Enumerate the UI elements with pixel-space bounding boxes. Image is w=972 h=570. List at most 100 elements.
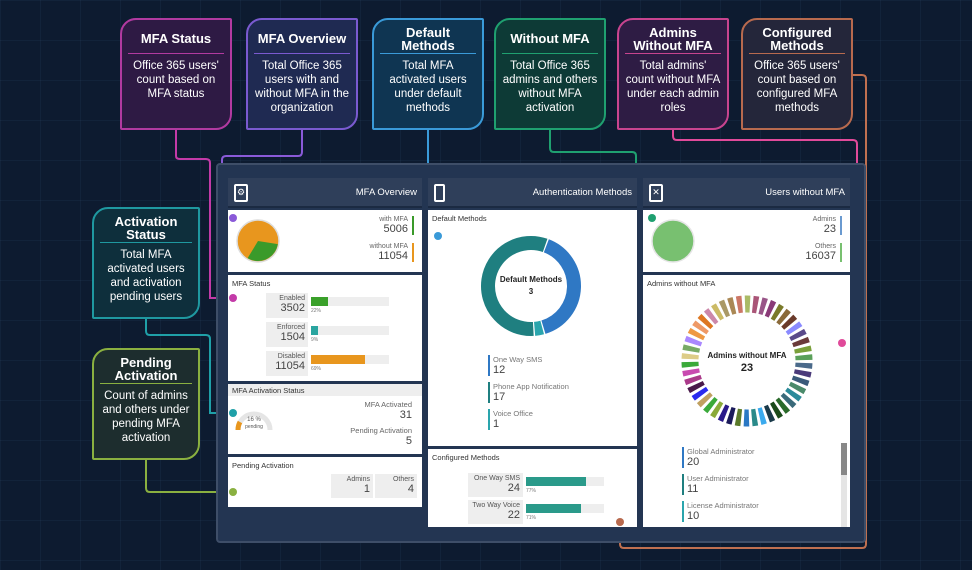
- pie-slice-others: [651, 219, 695, 263]
- admin-role-segment-26: [696, 392, 713, 408]
- pending-admins-value: 1: [363, 483, 370, 495]
- method-label: One Way SMS: [493, 355, 543, 364]
- device-x-icon: ✕: [649, 184, 663, 202]
- mfa-activated-label: MFA Activated: [364, 400, 412, 409]
- configured-percent: 71%: [526, 515, 537, 521]
- method-legend-item: Voice Office 1: [488, 409, 533, 430]
- scrollbar-thumb[interactable]: [841, 443, 847, 475]
- roles-scrollbar[interactable]: [841, 443, 847, 527]
- configured-bar-fill: [526, 504, 582, 513]
- default-method-segment-2: [481, 236, 548, 336]
- callout-activation-status: Activation Status Total MFA activated use…: [92, 207, 200, 319]
- method-value: 17: [493, 391, 506, 403]
- callout-title: Default Methods: [380, 24, 476, 54]
- admins-label: Admins: [812, 216, 836, 223]
- admin-role-segment-12: [788, 381, 807, 395]
- admin-role-segment-13: [785, 387, 802, 402]
- admin-role-segment-22: [726, 406, 736, 425]
- status-percent: 69%: [311, 366, 322, 372]
- pending-others-value: 4: [407, 483, 414, 495]
- mfa-activation-status-card: MFA Activation Status 16 % pending MFA Ac…: [228, 384, 422, 454]
- callout-text: Total Office 365 users with and without …: [255, 60, 349, 114]
- mfa-status-card: MFA Status Enabled 3502 22% Enforced 1504 9% D…: [228, 275, 422, 381]
- admin-role-segment-10: [793, 369, 812, 378]
- activation-status-title: MFA Activation Status: [232, 386, 305, 395]
- callout-title: Admins Without MFA: [625, 24, 721, 54]
- admin-role-segment-28: [687, 380, 705, 394]
- status-bar-fill: [311, 297, 329, 306]
- pending-activation-label: Pending Activation: [350, 426, 412, 435]
- admin-role-segment-24: [710, 401, 724, 419]
- configured-value: 24: [507, 482, 520, 494]
- with-mfa-value: 5006: [383, 223, 408, 235]
- mfa-overview-card: with MFA 5006 without MFA 11054: [228, 210, 422, 272]
- mfa-status-title: MFA Status: [232, 279, 271, 288]
- others-stat: Others 16037: [805, 243, 842, 262]
- pending-others-box: Others 4: [375, 474, 417, 498]
- configured-methods-title: Configured Methods: [432, 453, 500, 462]
- role-label: Global Administrator: [687, 447, 755, 456]
- default-methods-title: Default Methods: [432, 214, 487, 223]
- without-mfa-label: without MFA: [369, 243, 408, 250]
- donut-center-label: Default Methods: [499, 275, 563, 284]
- admin-role-segment-25: [703, 396, 718, 414]
- status-value: 1504: [280, 331, 305, 343]
- role-legend-item[interactable]: User Administrator 11: [682, 474, 749, 495]
- configured-value: 22: [507, 509, 520, 521]
- admins-without-mfa-title: Admins without MFA: [647, 279, 716, 288]
- configured-bar-fill: [526, 477, 587, 486]
- role-legend-item[interactable]: License Administrator 10: [682, 501, 759, 522]
- admin-role-segment-15: [775, 397, 791, 414]
- default-method-segment-0: [541, 239, 581, 334]
- connector-dot-activation-status: [229, 409, 237, 417]
- connector-dot-default-methods: [434, 232, 442, 240]
- callout-text: Office 365 users' count based on configu…: [754, 60, 840, 114]
- status-bar-fill: [311, 355, 365, 364]
- callout-title: Pending Activation: [100, 354, 192, 384]
- admin-role-segment-16: [769, 401, 783, 419]
- admin-role-segment-14: [780, 392, 797, 409]
- admin-role-segment-3: [781, 314, 798, 330]
- admin-role-segment-21: [734, 408, 743, 427]
- pending-admins-box: Admins 1: [331, 474, 373, 498]
- admin-role-segment-45: [758, 297, 768, 316]
- admin-role-segment-1: [770, 303, 784, 321]
- pending-others-label: Others: [392, 476, 414, 483]
- status-bar: [311, 355, 389, 364]
- callout-text: Total MFA activated users and activation…: [107, 249, 185, 303]
- admin-role-segment-23: [717, 404, 730, 422]
- default-methods-card: Default Methods Default Methods 3 One Way…: [428, 210, 637, 446]
- callout-text: Count of admins and others under pending…: [102, 390, 190, 444]
- pending-activation-value: 5: [405, 435, 412, 447]
- donut-center-value: 3: [528, 287, 534, 296]
- admin-role-segment-18: [757, 407, 767, 425]
- callout-mfa-status: MFA Status Office 365 users' count based …: [120, 18, 232, 130]
- phone-icon: [434, 184, 445, 202]
- admins-without-mfa-donut: [681, 295, 813, 427]
- method-value: 1: [493, 418, 500, 430]
- status-percent: 9%: [311, 337, 319, 343]
- callout-title: Configured Methods: [749, 24, 845, 54]
- others-label: Others: [814, 243, 836, 250]
- admin-role-segment-29: [684, 374, 702, 386]
- callout-text: Total Office 365 admins and others witho…: [502, 60, 598, 114]
- admins-stat: Admins 23: [813, 216, 842, 235]
- role-label: User Administrator: [687, 474, 749, 483]
- mfa-overview-pie: [236, 219, 280, 263]
- admins-value: 23: [823, 223, 836, 235]
- pending-activation-stat: Pending Activation 5: [350, 426, 412, 447]
- callout-mfa-overview: MFA Overview Total Office 365 users with …: [246, 18, 358, 130]
- admin-role-segment-0: [764, 300, 777, 318]
- role-legend-item[interactable]: Global Administrator 20: [682, 447, 755, 468]
- method-label: Voice Office: [493, 409, 533, 418]
- admins-without-mfa-card: Admins without MFA Admins without MFA 23 …: [643, 275, 850, 527]
- status-bar-fill: [311, 326, 319, 335]
- connector-dot-pending-activation: [229, 488, 237, 496]
- admin-role-segment-42: [735, 295, 743, 314]
- status-value: 3502: [280, 302, 305, 314]
- with-mfa-stat: with MFA 5006: [379, 216, 414, 235]
- without-mfa-value: 11054: [378, 250, 408, 262]
- donut-center-label: Admins without MFA: [707, 351, 787, 360]
- connector-dot-admins-without-mfa: [838, 339, 846, 347]
- admin-role-segment-38: [703, 308, 719, 325]
